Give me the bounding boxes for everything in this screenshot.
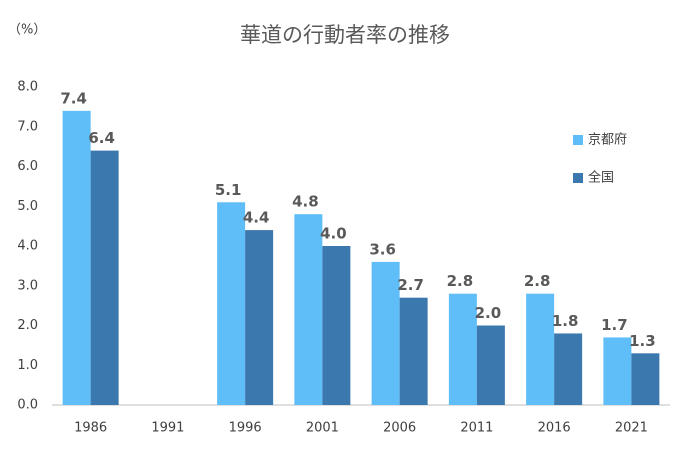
x-tick-label: 2006	[383, 421, 416, 436]
bar	[554, 333, 583, 405]
bar	[448, 293, 477, 405]
x-tick-label: 2016	[538, 421, 571, 436]
y-tick-label: 3.0	[17, 278, 38, 293]
value-label: 4.8	[292, 193, 319, 211]
x-tick-label: 2001	[306, 421, 339, 436]
x-tick-label: 1991	[151, 421, 184, 436]
y-tick-label: 1.0	[17, 358, 38, 373]
chart-title: 華道の行動者率の推移	[240, 23, 450, 47]
legend-swatch	[573, 135, 583, 145]
y-tick-label: 4.0	[17, 239, 38, 254]
value-label: 3.6	[369, 240, 396, 258]
bar	[90, 150, 119, 405]
value-label: 7.4	[60, 89, 87, 107]
x-tick-label: 2011	[460, 421, 493, 436]
bar	[62, 110, 91, 405]
legend-label: 京都府	[588, 133, 627, 148]
y-tick-label: 6.0	[17, 159, 38, 174]
y-tick-label: 2.0	[17, 318, 38, 333]
y-tick-label: 8.0	[17, 80, 38, 95]
x-tick-label: 1996	[229, 421, 262, 436]
value-label: 4.4	[243, 209, 270, 227]
value-label: 1.7	[601, 316, 628, 334]
y-tick-label: 5.0	[17, 199, 38, 214]
y-unit: （%）	[8, 23, 46, 38]
bar	[371, 261, 400, 405]
value-label: 2.7	[397, 276, 424, 294]
y-tick-label: 7.0	[17, 119, 38, 134]
value-label: 4.0	[320, 225, 347, 243]
value-label: 2.0	[475, 304, 502, 322]
bar	[245, 230, 274, 405]
y-tick-label: 0.0	[17, 398, 38, 413]
value-label: 2.8	[524, 272, 551, 290]
bar	[476, 325, 505, 405]
bar	[399, 297, 428, 405]
bar	[322, 246, 351, 405]
value-label: 1.8	[552, 312, 579, 330]
bar	[217, 202, 246, 405]
bar	[294, 214, 323, 405]
legend-swatch	[573, 173, 583, 183]
legend-label: 全国	[588, 170, 614, 186]
x-tick-label: 1986	[74, 421, 107, 436]
bar	[631, 353, 660, 405]
bar	[526, 293, 555, 405]
bar	[603, 337, 632, 405]
value-label: 6.4	[88, 129, 115, 147]
value-label: 2.8	[447, 272, 474, 290]
x-tick-label: 2021	[615, 421, 648, 436]
value-label: 5.1	[215, 181, 242, 199]
value-label: 1.3	[629, 332, 656, 350]
